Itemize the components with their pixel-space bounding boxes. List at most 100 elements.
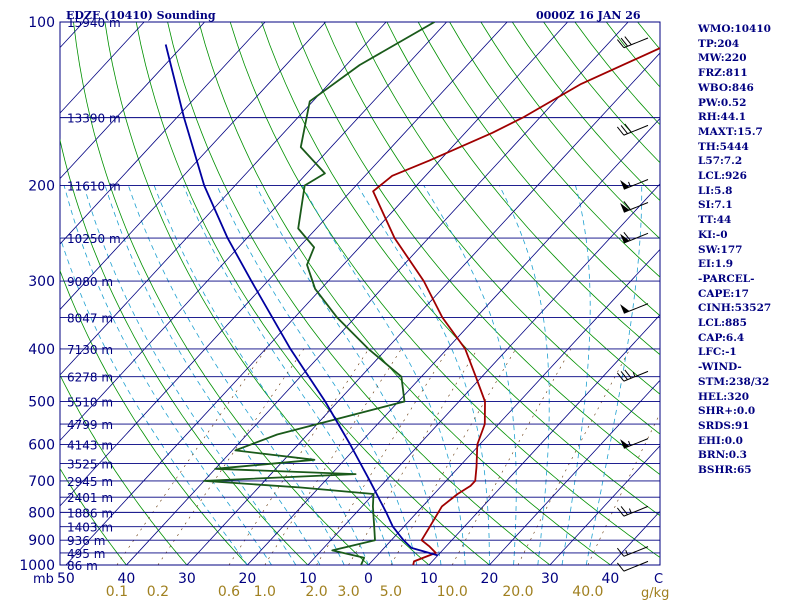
wind-barb (620, 438, 649, 449)
index-item: MAXT:15.7 (698, 125, 763, 138)
temperature-tick-label: 10 (420, 571, 438, 587)
temperature-tick-label: 10 (299, 571, 317, 587)
height-label: 13390 m (67, 112, 121, 126)
temperature-tick-label: 40 (117, 571, 135, 587)
dry-adiabat-line (229, 22, 660, 558)
index-item: EI:1.9 (698, 258, 734, 271)
isotherm-line (428, 314, 660, 565)
index-item: -PARCEL- (698, 272, 755, 285)
wind-barb (620, 201, 649, 213)
mixing-ratio-unit-label: g/kg (641, 586, 669, 600)
height-label: 9080 m (67, 275, 113, 289)
height-label: 495 m (67, 547, 105, 561)
wind-barb-pennant (620, 180, 630, 190)
temperature-tick-label: 50 (57, 571, 75, 587)
index-item: SRDS:91 (698, 419, 750, 432)
moist-adiabat-line (128, 185, 345, 565)
wind-barb-pennant (620, 233, 630, 243)
index-item: MW:220 (698, 52, 747, 65)
pressure-tick-label: 800 (28, 505, 55, 521)
index-item: HEL:320 (698, 390, 750, 403)
isotherm-line (60, 22, 447, 442)
wind-barb (620, 179, 649, 190)
mixing-ratio-tick-label: 20.0 (502, 584, 533, 600)
wind-barb (616, 36, 649, 49)
wind-barbs (616, 36, 649, 572)
index-item: CINH:53527 (698, 302, 772, 315)
index-item: WMO:10410 (698, 23, 771, 35)
pressure-tick-label: 600 (28, 438, 55, 454)
height-label: 86 m (67, 559, 98, 573)
mixing-ratio-tick-label: 3.0 (337, 584, 359, 600)
index-item: LCL:926 (698, 170, 747, 183)
mixing-ratio-tick-label: 0.6 (218, 584, 240, 600)
parcel-profile-line (164, 44, 439, 557)
height-label: 4143 m (67, 439, 113, 453)
dry-adiabat-line (60, 374, 188, 565)
temperature-axis: 50 40 30 20 10 0 10 20 30 40 (57, 571, 619, 587)
pressure-unit-label: mb (33, 572, 54, 587)
temperature-unit-label: C (654, 572, 663, 587)
mixing-ratio-tick-label: 5.0 (380, 584, 402, 600)
sounding-time: 0000Z 16 JAN 26 (536, 9, 641, 22)
height-label: 2401 m (67, 491, 113, 505)
height-label: 1886 m (67, 506, 113, 520)
pressure-tick-label: 400 (28, 342, 55, 358)
dry-adiabat-line (386, 22, 660, 356)
wind-barb (620, 231, 649, 244)
wind-barb (616, 560, 649, 572)
height-label: 2945 m (67, 475, 113, 489)
isotherm-line (549, 445, 660, 565)
pressure-tick-label: 1000 (19, 558, 55, 574)
height-labels: 15940 m 13390 m 11610 m 10250 m 9080 m 8047 m… (67, 16, 121, 573)
height-label: 4799 m (67, 418, 113, 432)
wind-barb-half-feather (632, 371, 636, 377)
dewpoint-profile-line (203, 22, 435, 565)
isotherm-line (60, 22, 508, 507)
dry-adiabat-line (417, 22, 660, 317)
pressure-tick-label: 100 (28, 15, 55, 31)
isotherm-line (126, 22, 629, 565)
pressure-tick-label: 200 (28, 178, 55, 194)
index-item: FRZ:811 (698, 67, 748, 80)
isotherm-line (60, 22, 326, 311)
sounding-profiles (164, 22, 660, 565)
height-label: 11610 m (67, 179, 121, 193)
isotherms (0, 22, 660, 565)
isotherm-line (60, 22, 145, 114)
index-item: LI:5.8 (698, 184, 733, 197)
index-item: TT:44 (698, 214, 732, 227)
wind-barb-feather (620, 37, 628, 47)
isotherm-line (0, 22, 23, 565)
height-label: 1403 m (67, 521, 113, 535)
index-item: STM:238/32 (698, 375, 770, 388)
temperature-tick-label: 30 (541, 571, 559, 587)
index-item: LFC:-1 (698, 346, 737, 359)
wind-barb-feather (624, 36, 632, 46)
mixing-ratio-tick-label: 0.1 (106, 584, 128, 600)
dry-adiabat-line (104, 22, 430, 565)
wind-barb-half-feather (628, 181, 631, 187)
wind-barb-half-feather (628, 508, 632, 514)
index-item: TP:204 (698, 37, 740, 50)
temperature-profile-line (372, 47, 660, 565)
height-label: 8047 m (67, 311, 113, 325)
height-label: 7130 m (67, 343, 113, 357)
wind-barb-half-feather (628, 440, 631, 446)
mixing-ratio-tick-label: 40.0 (572, 584, 603, 600)
mixing-ratio-tick-label: 10.0 (437, 584, 468, 600)
moist-adiabat-line (585, 185, 643, 565)
dry-adiabat-line (355, 22, 660, 395)
wind-barb-half-feather (625, 550, 629, 556)
isotherm-line (60, 22, 205, 180)
pressure-tick-label: 900 (28, 533, 55, 549)
index-item: SHR+:0.0 (698, 405, 756, 418)
temperature-tick-label: 0 (364, 571, 373, 587)
index-item: LCL:885 (698, 317, 747, 330)
height-label: 3525 m (67, 457, 113, 471)
isotherm-line (489, 379, 660, 565)
height-label: 15940 m (67, 16, 121, 30)
index-item: KI:-0 (698, 228, 728, 241)
dry-adiabat-line (135, 22, 491, 565)
pressure-tick-label: 700 (28, 474, 55, 490)
